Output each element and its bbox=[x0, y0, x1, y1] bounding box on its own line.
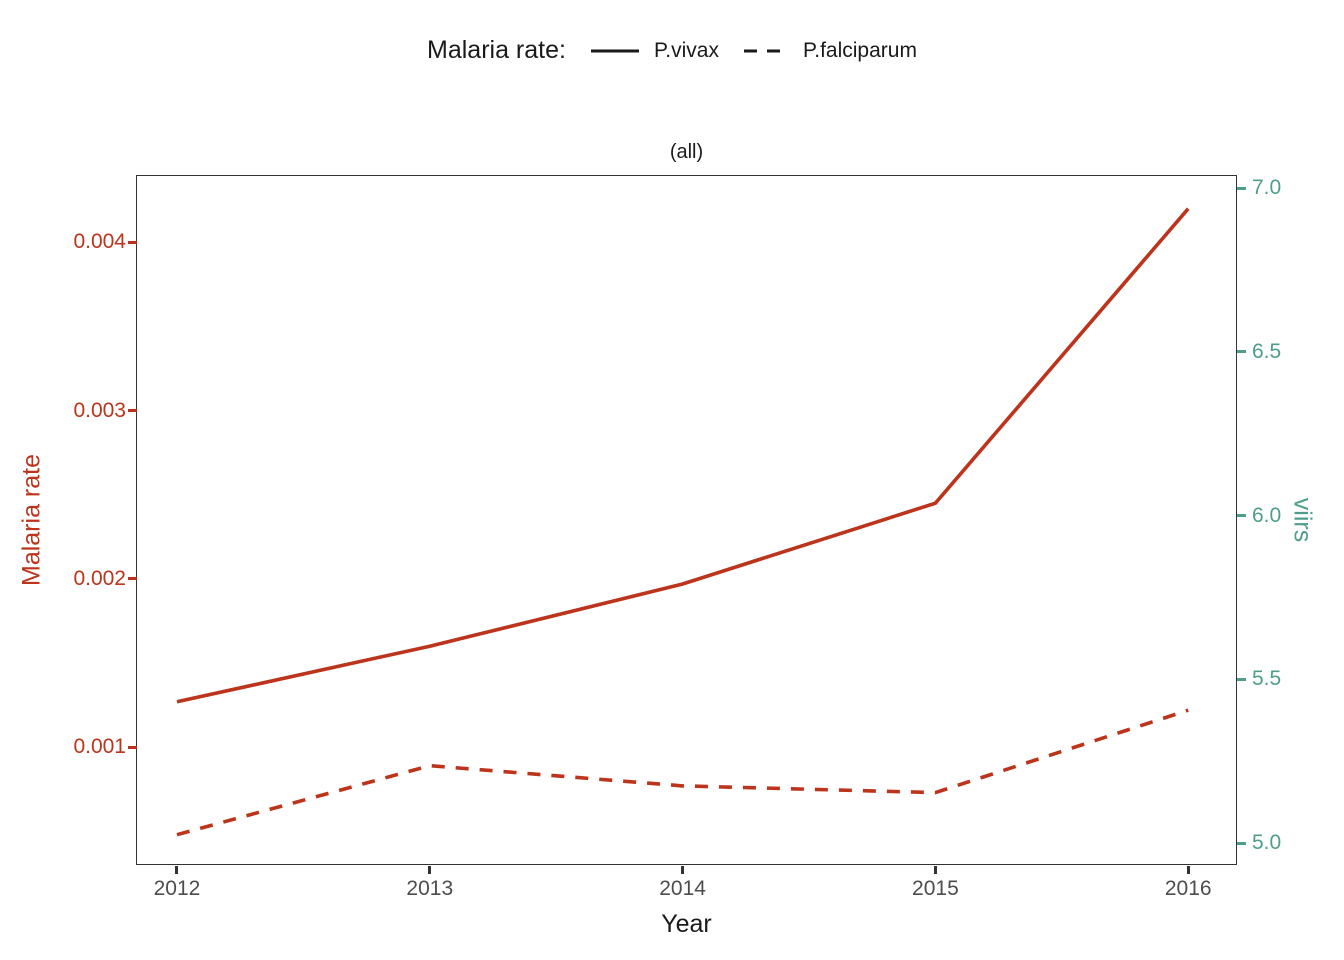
legend: Malaria rate: P.vivax P.falciparum bbox=[0, 36, 1344, 65]
legend-title: Malaria rate: bbox=[427, 36, 566, 64]
y-left-tick-label: 0.001 bbox=[73, 735, 126, 759]
y-axis-title-left: Malaria rate bbox=[17, 454, 46, 586]
x-tick-label: 2016 bbox=[1164, 877, 1212, 900]
y-right-tick-mark bbox=[1237, 186, 1246, 190]
series-line-pfalciparum bbox=[176, 708, 1189, 837]
x-tick-mark bbox=[681, 866, 685, 874]
y-right-tick-label: 7.0 bbox=[1252, 176, 1282, 200]
y-right-tick-label: 6.5 bbox=[1252, 339, 1282, 363]
y-right-tick-mark bbox=[1237, 841, 1246, 845]
solid-line-key-icon bbox=[590, 49, 639, 52]
y-right-tick-label: 6.0 bbox=[1252, 503, 1282, 527]
x-tick-label: 2013 bbox=[406, 877, 454, 900]
y-left-tick-mark bbox=[128, 745, 137, 749]
y-left-tick-mark bbox=[128, 409, 137, 413]
x-tick-label: 2015 bbox=[912, 877, 959, 900]
x-tick-mark bbox=[933, 866, 937, 874]
x-axis-title: Year bbox=[661, 910, 712, 938]
plot-panel bbox=[136, 175, 1237, 865]
y-left-tick-label: 0.002 bbox=[73, 566, 126, 590]
x-tick-mark bbox=[1186, 866, 1190, 874]
legend-label-pvivax: P.vivax bbox=[653, 38, 719, 62]
y-right-tick-label: 5.0 bbox=[1252, 831, 1282, 855]
legend-label-pfalciparum: P.falciparum bbox=[802, 38, 917, 62]
legend-item-pfalciparum: P.falciparum bbox=[743, 39, 917, 63]
y-right-tick-mark bbox=[1237, 677, 1246, 681]
dashed-line-key-icon bbox=[743, 49, 788, 52]
y-left-tick-label: 0.004 bbox=[73, 230, 126, 254]
x-tick-mark bbox=[428, 866, 432, 874]
legend-item-pvivax: P.vivax bbox=[590, 39, 719, 63]
y-left-tick-mark bbox=[128, 240, 137, 244]
x-tick-label: 2012 bbox=[153, 877, 201, 900]
y-left-tick-mark bbox=[128, 577, 137, 581]
facet-title: (all) bbox=[669, 141, 704, 163]
x-tick-mark bbox=[175, 866, 179, 874]
y-right-tick-label: 5.5 bbox=[1252, 667, 1282, 691]
y-right-tick-mark bbox=[1237, 514, 1246, 518]
y-axis-title-right: viirs bbox=[1288, 497, 1317, 543]
y-left-tick-label: 0.003 bbox=[73, 398, 126, 422]
y-right-tick-mark bbox=[1237, 350, 1246, 354]
series-line-pvivax bbox=[176, 207, 1190, 704]
x-tick-label: 2014 bbox=[659, 877, 706, 900]
plot-lines bbox=[176, 207, 1190, 837]
